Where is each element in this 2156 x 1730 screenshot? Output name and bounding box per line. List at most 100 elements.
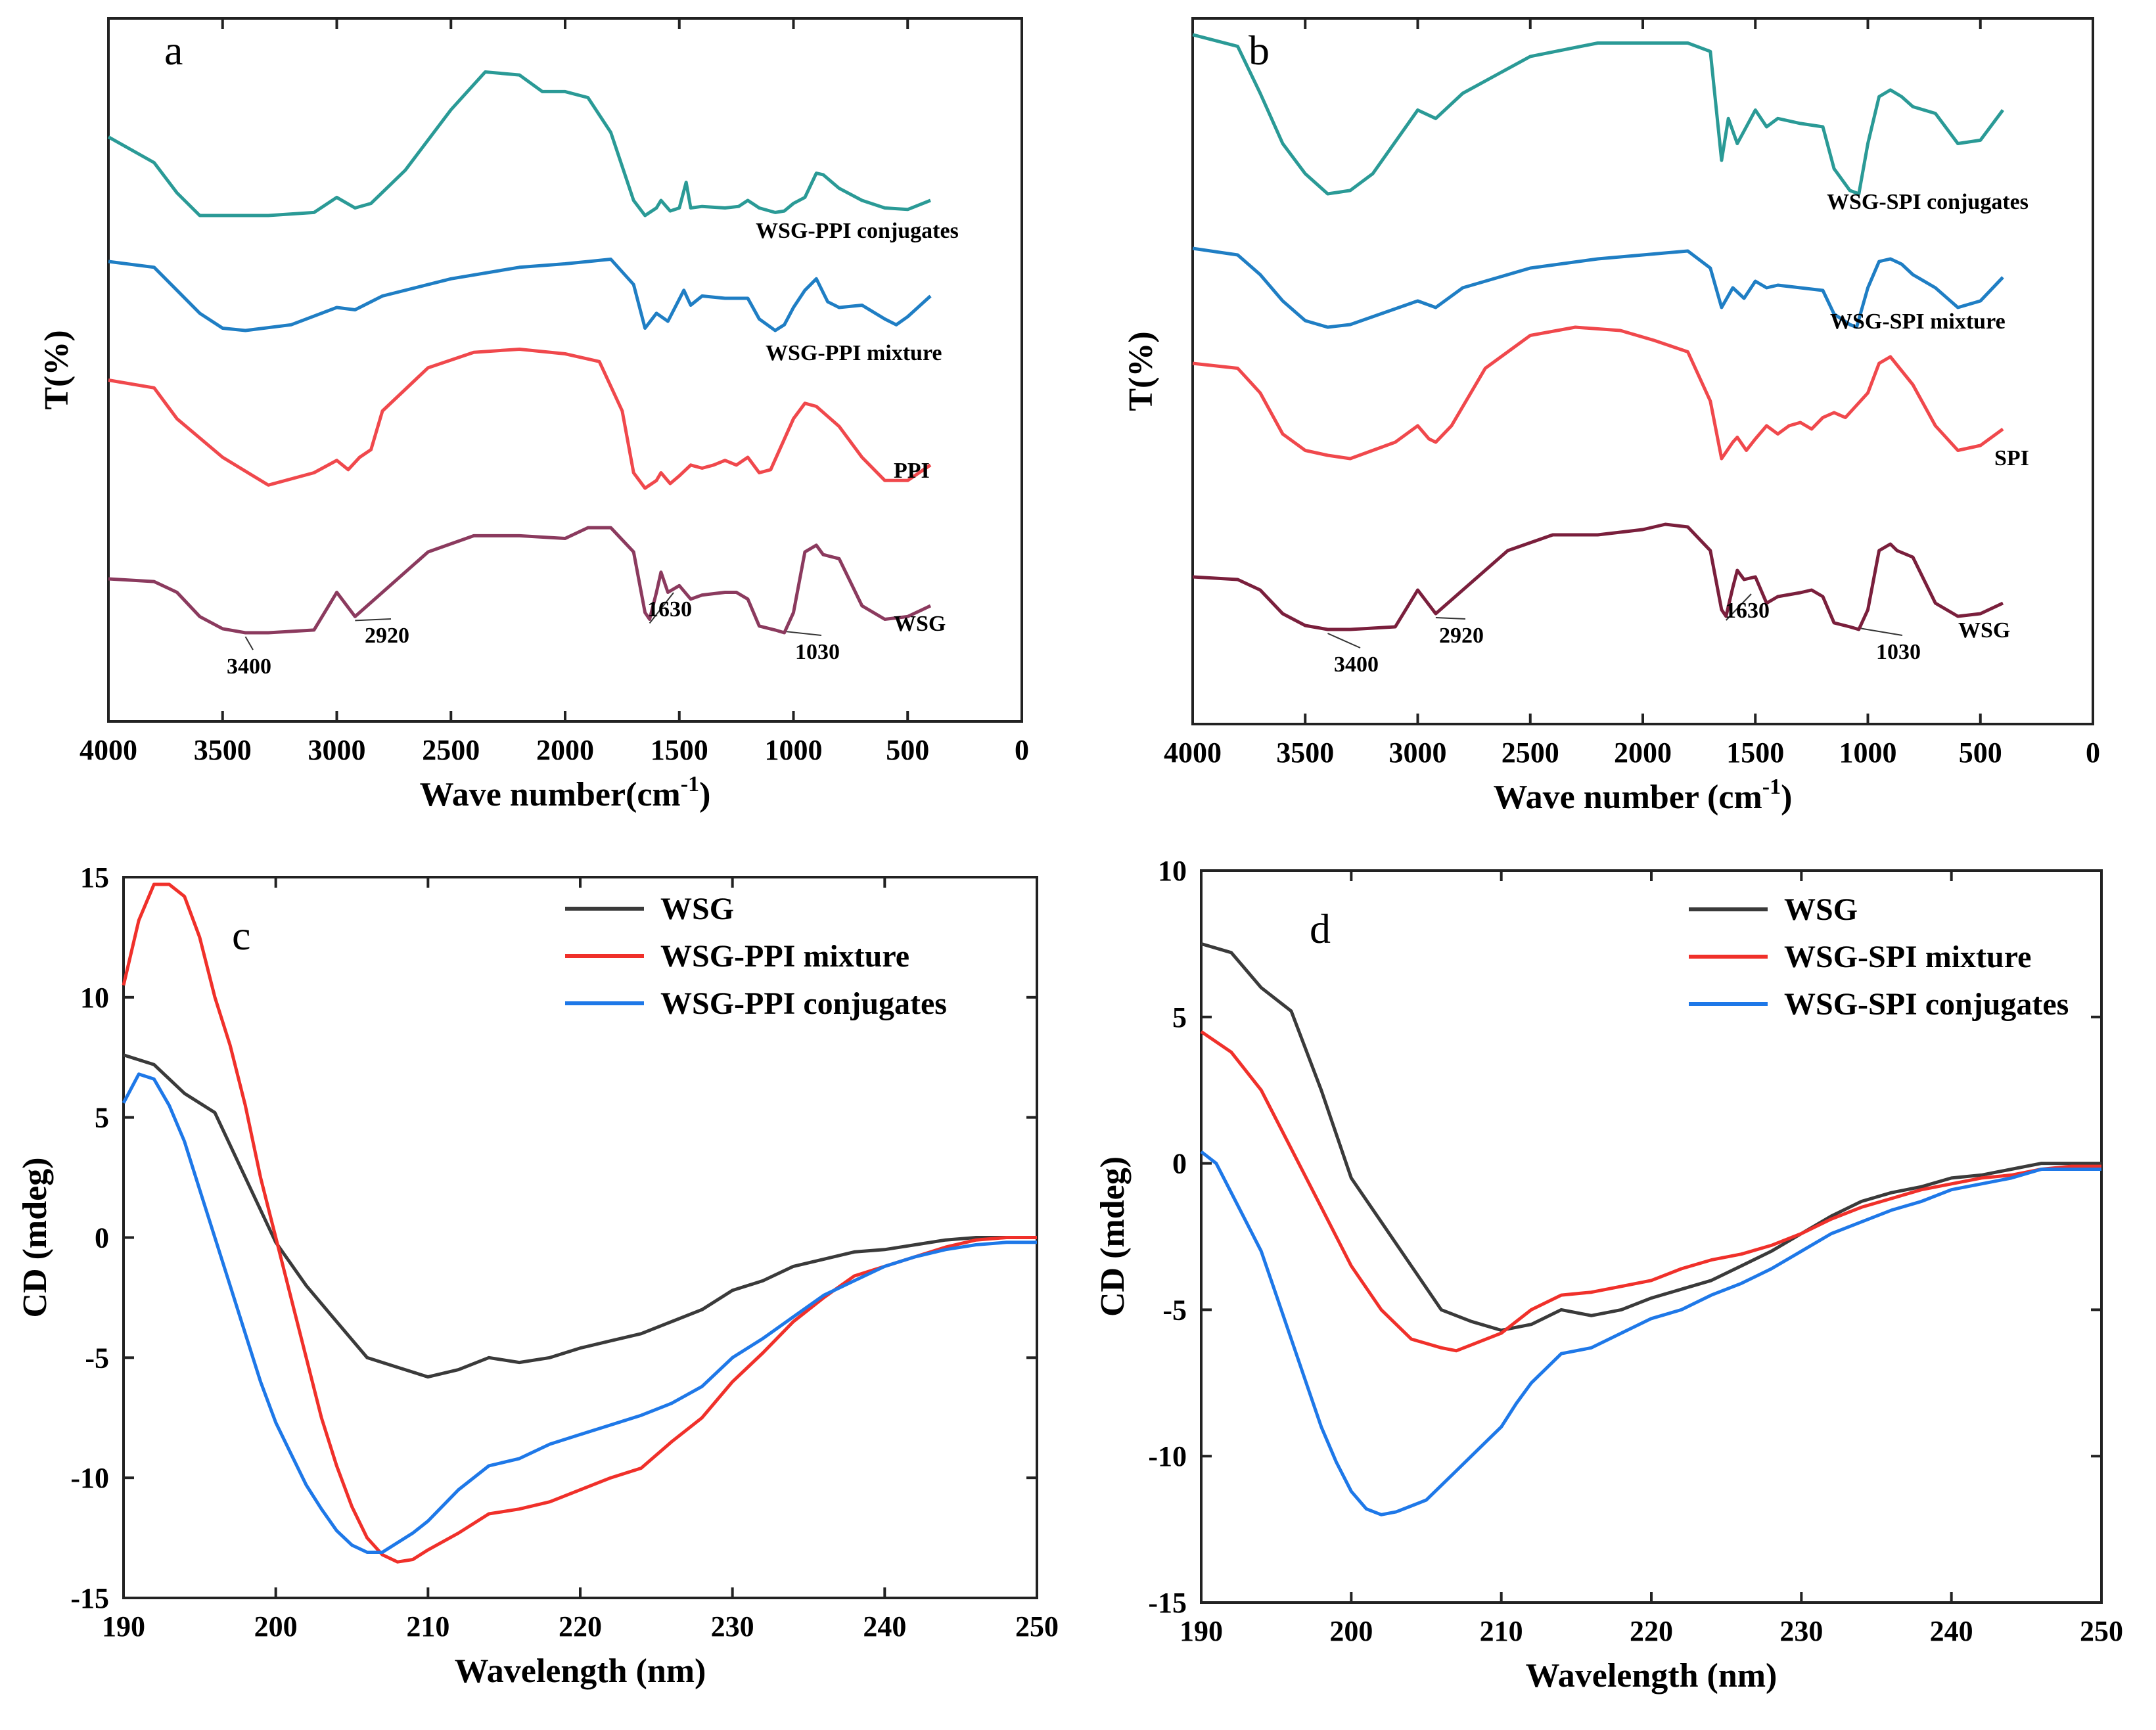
series-line-wsg-ppi-conjugates [122,1072,1037,1554]
panel-letter: a [164,27,183,74]
x-tick-label: 240 [863,1610,906,1643]
peak-annotation: 3400 [227,654,271,679]
y-tick-label: 10 [1158,855,1187,887]
peak-leader-line [1435,617,1466,620]
peak-annotation: 1030 [1876,640,1921,664]
x-tick-label: 3500 [1276,737,1334,769]
series-line-wsg-ppi-conjugates [107,70,931,217]
x-tick-label: 0 [2086,737,2100,769]
x-tick-label: 2500 [422,734,480,766]
cd-panel-c: 190 200 210 220 230 240 250 Wavelength (nm) 15 10… [16,861,1059,1690]
x-tick-label: 230 [1779,1615,1823,1647]
y-tick-label: 0 [1172,1148,1187,1180]
x-axis-label-sup: -1 [1762,775,1781,799]
legend-label: WSG-SPI conjugates [1784,987,2069,1022]
peak-annotation: 3400 [1334,652,1379,677]
legend-label: WSG-PPI mixture [660,939,909,974]
x-tick-label: 190 [1180,1615,1223,1647]
x-axis-label-main: Wave number (cm [1494,779,1762,816]
series-name-label: WSG-SPI conjugates [1827,190,2029,214]
series-name-label: SPI [1994,446,2029,470]
x-tick-label: 3500 [194,734,252,766]
series-line-ppi [108,348,932,490]
y-tick-label: -10 [1148,1440,1187,1472]
x-tick-label: 500 [886,734,929,766]
x-tick-label: 210 [406,1610,449,1643]
series-line-wsg [1201,942,2101,1332]
peak-leader-line [1861,627,1903,636]
ftir-panel-a: 4000 3500 3000 2500 2000 1500 1000 500 0 Wave num… [38,17,1029,813]
y-tick-label: -15 [70,1582,109,1614]
x-tick-label: 250 [2080,1615,2123,1647]
y-axis-label: T(%) [38,330,76,409]
y-tick-label: 5 [95,1102,109,1134]
peak-leader-line [355,618,392,622]
series-line-wsg [108,526,932,635]
x-tick-label: 200 [1329,1615,1373,1647]
series-name-label: WSG [1958,618,2010,643]
y-tick-label: 5 [1172,1001,1187,1034]
y-axis-label: CD (mdeg) [16,1157,54,1317]
legend-label: WSG-PPI conjugates [660,986,947,1021]
peak-annotation: 1630 [647,597,692,622]
panel-letter: b [1249,27,1270,74]
series-line-wsg [1192,522,2004,631]
x-axis-label-end: ) [699,776,710,813]
panel-letter: d [1310,905,1331,952]
x-tick-label: 210 [1480,1615,1523,1647]
ftir-panel-b: 4000 3500 3000 2500 2000 1500 1000 500 0 Wave num… [1122,17,2100,816]
x-tick-label: 220 [1630,1615,1673,1647]
x-tick-label: 240 [1930,1615,1973,1647]
x-tick-label: 1000 [765,734,823,766]
series-name-label: WSG [894,612,946,636]
peak-leader-line [786,631,822,636]
x-tick-label: 500 [1959,737,2002,769]
x-tick-label: 3000 [308,734,366,766]
x-tick-label: 1500 [651,734,708,766]
series-line-wsg-spi-conjugates [1200,1150,2101,1516]
x-axis-label-end: ) [1781,779,1792,816]
legend-label: WSG [660,892,734,926]
plot-frame [107,17,1023,723]
peak-leader-line [244,636,254,650]
x-axis-label: Wave number(cm-1) [420,772,711,813]
x-axis-label-sup: -1 [681,772,699,796]
series-name-label: PPI [894,459,930,483]
y-tick-label: 10 [80,982,109,1014]
peak-leader-line [649,592,674,624]
series-line-wsg-spi-conjugates [1192,33,2005,196]
x-axis-label-main: Wavelength (nm) [1526,1657,1778,1695]
x-tick-label: 230 [711,1610,754,1643]
peak-annotation: 2920 [365,624,409,648]
x-tick-label: 250 [1015,1610,1059,1643]
x-tick-label: 220 [559,1610,602,1643]
x-tick-label: 3000 [1389,737,1447,769]
x-axis-label: Wavelength (nm) [1526,1657,1778,1695]
x-tick-label: 0 [1015,734,1029,766]
peak-leader-line [1327,633,1361,649]
series-line-wsg-spi-mixture [1192,246,2004,329]
x-axis-label-main: Wavelength (nm) [455,1652,706,1690]
y-tick-label: -15 [1148,1587,1187,1619]
cd-panel-d: 190 200 210 220 230 240 250 Wavelength (nm) 10 5 0… [1094,855,2123,1695]
x-tick-label: 2500 [1502,737,1559,769]
legend: WSG WSG-SPI mixture WSG-SPI conjugates [1689,892,2069,1022]
x-axis-label: Wave number (cm-1) [1494,775,1793,816]
y-axis-label: CD (mdeg) [1094,1156,1132,1317]
y-tick-label: -10 [70,1462,109,1494]
series-line-spi [1192,325,2004,461]
x-tick-label: 2000 [1614,737,1672,769]
panel-letter: c [232,912,250,959]
peak-annotation: 2920 [1439,624,1484,648]
x-axis-label-main: Wave number(cm [420,776,681,813]
series-name-label: WSG-PPI mixture [766,341,942,365]
x-tick-label: 1500 [1726,737,1784,769]
y-tick-label: 15 [80,861,109,894]
series-line-wsg-ppi-mixture [108,258,932,332]
x-tick-label: 2000 [536,734,594,766]
series-line-wsg [123,1053,1037,1379]
x-axis-label: Wavelength (nm) [455,1652,706,1690]
x-tick-label: 200 [254,1610,298,1643]
series-name-label: WSG-SPI mixture [1830,309,2006,334]
